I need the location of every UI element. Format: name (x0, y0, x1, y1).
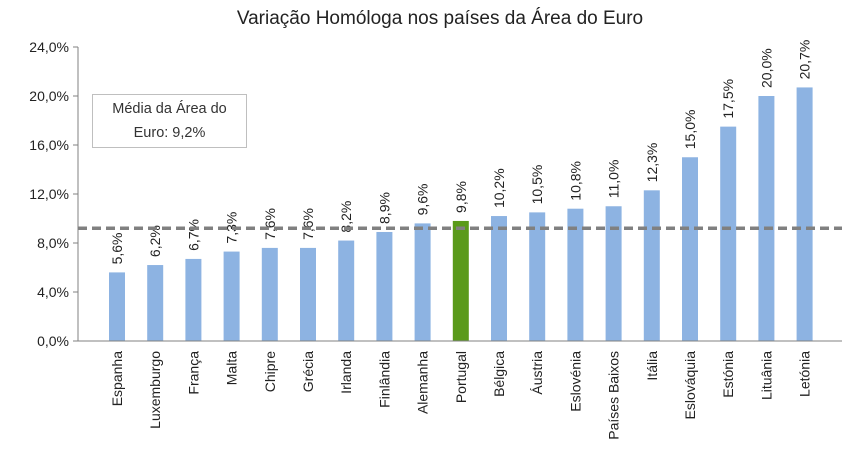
category-label: Malta (224, 351, 240, 385)
category-label: Espanha (109, 351, 125, 406)
bar-países-baixos (605, 206, 622, 341)
bar-bélgica (491, 216, 507, 341)
y-tick-label: 24,0% (29, 39, 69, 55)
data-label: 11,0% (606, 160, 622, 199)
bar-letónia (796, 87, 813, 341)
data-label: 8,2% (338, 201, 354, 233)
category-label: Grécia (300, 351, 316, 392)
bar-frança (185, 258, 202, 341)
data-label: 5,6% (109, 232, 125, 264)
data-labels: 5,6% 6,2% 6,7% 7,3% 7,6% 7,6% 8,2% 8,9% 9,6% 9,8%… (109, 40, 813, 265)
category-label: Chipre (262, 351, 278, 392)
bar-eslováquia (682, 157, 698, 341)
category-label: Itália (644, 351, 660, 381)
data-label: 6,7% (185, 219, 201, 251)
data-label: 8,9% (376, 192, 392, 224)
category-label: Luxemburgo (147, 351, 163, 429)
y-tick-label: 12,0% (29, 186, 69, 202)
category-label: Estónia (720, 351, 736, 398)
category-label: Bélgica (491, 351, 507, 397)
y-tick-label: 8,0% (37, 235, 69, 251)
average-annotation: Média da Área do Euro: 9,2% (92, 94, 247, 148)
y-tick-label: 0,0% (37, 333, 69, 349)
category-label: Eslováquia (682, 351, 698, 420)
data-label: 7,6% (262, 208, 278, 240)
y-tick-label: 16,0% (29, 137, 69, 153)
chart-title: Variação Homóloga nos países da Área do … (237, 8, 643, 29)
bar-estónia (720, 126, 737, 341)
data-label: 12,3% (644, 143, 660, 183)
data-label: 10,2% (491, 168, 507, 208)
annotation-line-2: Euro: 9,2% (133, 125, 206, 141)
y-axis: 0,0% 4,0% 8,0% 12,0% 16,0% 20,0% 24,0% (29, 39, 79, 349)
category-label: Finlândia (376, 351, 392, 408)
bar-portugal (452, 220, 469, 341)
data-label: 15,0% (682, 110, 698, 150)
bar-irlanda (338, 240, 355, 341)
bar-finlândia (376, 231, 393, 341)
category-label: Portugal (453, 351, 469, 403)
y-tick-label: 4,0% (37, 284, 69, 300)
data-label: 10,5% (529, 165, 545, 205)
data-label: 6,2% (147, 225, 163, 257)
category-label: Lituânia (758, 351, 774, 400)
bar-eslovénia (567, 208, 584, 341)
data-label: 20,7% (797, 40, 813, 80)
bars (109, 87, 813, 341)
annotation-line-1: Média da Área do (112, 101, 227, 117)
bar-luxemburgo (147, 265, 164, 341)
category-label: Letónia (797, 351, 813, 397)
category-label: Alemanha (415, 351, 431, 414)
category-label: Eslovénia (567, 351, 583, 412)
bar-grécia (300, 247, 316, 341)
bar-itália (643, 190, 660, 341)
data-label: 10,8% (567, 161, 583, 201)
bar-chipre (261, 247, 278, 341)
bar-espanha (109, 272, 125, 341)
data-label: 7,6% (300, 208, 316, 240)
data-label: 20,0% (758, 48, 774, 88)
data-label: 7,3% (224, 212, 240, 244)
y-tick-label: 20,0% (29, 88, 69, 104)
category-label: Países Baixos (606, 351, 622, 440)
bar-malta (223, 251, 240, 341)
category-label: França (185, 351, 201, 395)
data-label: 17,5% (720, 79, 736, 119)
category-label: Áustria (529, 351, 545, 395)
bar-áustria (529, 212, 546, 341)
data-label: 9,8% (453, 181, 469, 213)
x-axis: Espanha Luxemburgo França Malta Chipre Grécia… (78, 340, 842, 440)
category-label: Irlanda (338, 351, 354, 394)
data-label: 9,6% (415, 183, 431, 215)
bar-lituânia (758, 96, 775, 341)
bar-alemanha (414, 223, 431, 341)
